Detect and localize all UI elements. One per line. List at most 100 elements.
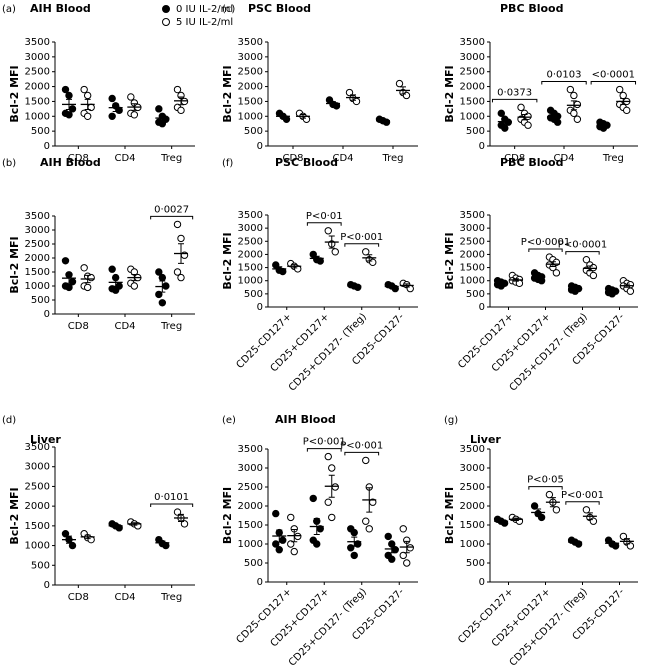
significance-bracket: [528, 248, 563, 253]
y-axis-label: Bcl-2 MFI: [221, 65, 234, 122]
significance-label: 0·0373: [497, 87, 532, 98]
sem-bar: [586, 512, 593, 521]
sem-bar: [403, 540, 410, 554]
sem-bar: [276, 266, 283, 272]
sem-bar: [328, 474, 335, 498]
data-point: [524, 121, 532, 129]
sem-bar: [620, 97, 627, 105]
data-point: [497, 109, 505, 118]
significance-label: P<0·001: [340, 232, 383, 243]
chart-title: PBC Blood: [500, 156, 564, 169]
sem-bar: [572, 287, 579, 291]
data-point: [111, 286, 120, 294]
panel-label: (b): [2, 158, 16, 169]
y-tick-label: 2000: [238, 249, 263, 260]
sem-bar: [535, 508, 542, 517]
data-point: [324, 227, 332, 235]
y-tick-label: 500: [31, 126, 50, 137]
data-point: [275, 546, 283, 554]
y-tick-label: 2500: [238, 236, 263, 247]
data-point: [272, 509, 280, 518]
y-tick-label: 1500: [460, 520, 485, 531]
significance-bracket: [565, 501, 600, 505]
y-tick-label: 3000: [238, 223, 263, 234]
data-point: [287, 513, 295, 522]
y-tick-label: 2000: [238, 501, 263, 512]
data-point: [83, 112, 92, 120]
data-point: [552, 506, 561, 514]
y-tick-label: 2000: [25, 253, 50, 264]
data-point: [290, 547, 298, 556]
x-tick-label: Treg: [602, 153, 624, 164]
data-point: [65, 91, 73, 100]
data-point: [406, 284, 414, 293]
y-tick-label: 1000: [460, 539, 485, 550]
data-point: [282, 115, 291, 123]
sem-bar: [280, 114, 286, 119]
significance-label: P<0·05: [527, 475, 564, 486]
y-tick-label: 500: [244, 289, 263, 300]
panel-label: (f): [222, 158, 233, 169]
sem-bar: [300, 114, 306, 119]
data-point: [130, 111, 139, 119]
panel-label: (e): [222, 415, 236, 426]
data-point: [331, 483, 339, 491]
sem-bar: [131, 522, 138, 526]
data-point: [173, 508, 182, 516]
x-tick-label: Treg: [381, 153, 403, 164]
significance-bracket: [541, 81, 587, 85]
data-point: [108, 94, 116, 103]
sem-bar: [586, 265, 593, 272]
data-point: [108, 112, 116, 120]
y-tick-label: 2000: [25, 501, 50, 512]
legend-marker: [162, 18, 170, 26]
sem-bar: [291, 264, 298, 269]
panel-label: (d): [2, 415, 16, 426]
y-tick-label: 2000: [25, 82, 50, 93]
y-tick-label: 2000: [460, 501, 485, 512]
sem-bar: [350, 94, 356, 101]
panel-label: (g): [444, 415, 458, 426]
y-tick-label: 3500: [460, 210, 485, 221]
data-point: [530, 502, 539, 510]
significance-bracket: [565, 251, 600, 255]
panel-label: (c): [222, 4, 235, 15]
significance-label: P<0·01: [306, 211, 343, 222]
y-tick-label: 3000: [25, 225, 50, 236]
sem-bar: [313, 255, 320, 261]
data-point: [501, 124, 509, 132]
data-point: [328, 464, 336, 472]
x-tick-label: CD8: [282, 153, 303, 164]
data-point: [331, 248, 339, 256]
x-tick-label: Treg: [160, 153, 182, 164]
y-tick-label: 2500: [238, 67, 263, 78]
data-point: [362, 456, 370, 465]
chart-title: PSC Blood: [248, 2, 311, 15]
sem-bar: [572, 540, 579, 544]
sem-bar: [521, 114, 528, 121]
y-tick-label: 3000: [460, 463, 485, 474]
y-axis-label: Bcl-2 MFI: [8, 487, 21, 544]
legend-marker: [162, 5, 170, 13]
sem-bar: [400, 86, 406, 95]
significance-bracket: [344, 243, 380, 247]
legend-label: 0 IU IL-2/ml: [176, 4, 233, 15]
sem-bar: [84, 98, 91, 110]
data-point: [83, 91, 92, 100]
y-tick-label: 2500: [460, 67, 485, 78]
data-point: [619, 532, 628, 541]
y-tick-label: 1500: [238, 263, 263, 274]
y-tick-label: 2500: [25, 239, 50, 250]
sem-bar: [159, 114, 166, 122]
sem-bar: [609, 541, 616, 546]
data-point: [399, 551, 407, 560]
y-tick-label: 1000: [25, 111, 50, 122]
data-point: [399, 525, 407, 533]
sem-bar: [313, 518, 320, 535]
sem-bar: [366, 487, 373, 513]
sem-bar: [66, 272, 72, 284]
data-point: [391, 546, 399, 554]
y-tick-label: 1500: [25, 267, 50, 278]
data-point: [623, 106, 631, 115]
data-point: [302, 115, 311, 123]
